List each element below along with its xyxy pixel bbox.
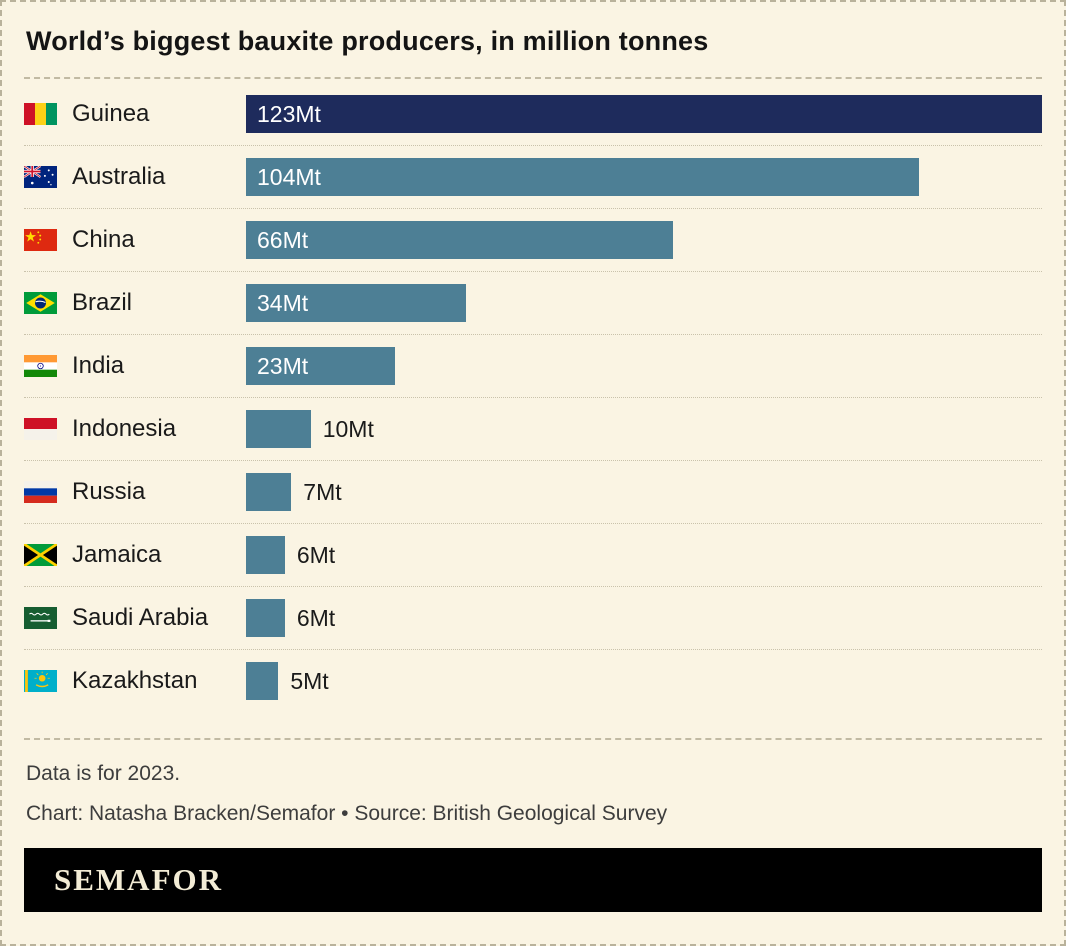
bar-value-label: 10Mt	[322, 415, 374, 442]
chart-row: Kazakhstan 5Mt	[24, 649, 1042, 712]
data-note: Data is for 2023.	[26, 762, 181, 785]
row-label-group: Russia	[24, 478, 246, 506]
chart-row: Australia 104Mt	[24, 145, 1042, 208]
bar-value-label: 66Mt	[257, 226, 309, 253]
row-label-group: Kazakhstan	[24, 667, 246, 695]
chart-header: World’s biggest bauxite producers, in mi…	[24, 20, 1042, 79]
bar	[246, 473, 292, 511]
guinea-flag-icon	[24, 103, 57, 125]
country-label: Guinea	[72, 100, 150, 127]
chart-rows: Guinea 123Mt Australia 104Mt China 66	[24, 79, 1042, 712]
bar-track: 6Mt	[246, 599, 1042, 637]
bar-value-label: 34Mt	[257, 289, 309, 316]
bar-track: 10Mt	[246, 410, 1042, 448]
row-label-group: Guinea	[24, 100, 246, 128]
bar-value-label: 7Mt	[303, 478, 342, 505]
country-label: India	[72, 352, 125, 379]
bar-value-label: 5Mt	[290, 667, 329, 694]
country-label: Saudi Arabia	[72, 604, 209, 631]
country-label: Jamaica	[72, 541, 162, 568]
country-label: Indonesia	[72, 415, 177, 442]
row-label-group: Brazil	[24, 289, 246, 317]
semafor-logo: SEMAFOR	[54, 862, 223, 897]
bar-value-label: 104Mt	[257, 163, 321, 190]
bar-value-label: 6Mt	[296, 541, 336, 568]
country-label: Australia	[72, 163, 166, 190]
indonesia-flag-icon	[24, 418, 57, 440]
bar: 34Mt	[246, 284, 467, 322]
russia-flag-icon	[24, 481, 57, 503]
bar-track: 66Mt	[246, 221, 1042, 259]
row-label-group: Indonesia	[24, 415, 246, 443]
chart-row: China 66Mt	[24, 208, 1042, 271]
bar-track: 104Mt	[246, 158, 1042, 196]
semafor-logo-bar: SEMAFOR	[24, 848, 1042, 912]
row-label-group: Australia	[24, 163, 246, 191]
bar-track: 123Mt	[246, 95, 1042, 133]
bar-value-label: 6Mt	[296, 604, 336, 631]
china-flag-icon	[24, 229, 57, 251]
chart-row: Saudi Arabia 6Mt	[24, 586, 1042, 649]
chart-row: Brazil 34Mt	[24, 271, 1042, 334]
bar: 104Mt	[246, 158, 920, 196]
country-label: China	[72, 226, 135, 253]
country-label: Kazakhstan	[72, 667, 198, 694]
chart-row: Jamaica 6Mt	[24, 523, 1042, 586]
chart-footer: Data is for 2023. Chart: Natasha Bracken…	[24, 738, 1042, 912]
country-label: Russia	[72, 478, 146, 505]
chart-row: Russia 7Mt	[24, 460, 1042, 523]
bar-track: 5Mt	[246, 662, 1042, 700]
kazakhstan-flag-icon	[24, 670, 57, 692]
bar-value-label: 123Mt	[257, 100, 321, 127]
bar-track: 7Mt	[246, 473, 1042, 511]
chart-title: World’s biggest bauxite producers, in mi…	[26, 26, 709, 56]
chart-row: India 23Mt	[24, 334, 1042, 397]
row-label-group: India	[24, 352, 246, 380]
bar-track: 6Mt	[246, 536, 1042, 574]
bar: 66Mt	[246, 221, 674, 259]
bar: 123Mt	[246, 95, 1042, 133]
row-label-group: Jamaica	[24, 541, 246, 569]
india-flag-icon	[24, 355, 57, 377]
row-label-group: Saudi Arabia	[24, 604, 246, 632]
chart-row: Guinea 123Mt	[24, 83, 1042, 145]
saudi-arabia-flag-icon	[24, 607, 57, 629]
bar	[246, 536, 285, 574]
bar	[246, 599, 285, 637]
chart-body: Guinea 123Mt Australia 104Mt China 66	[24, 79, 1042, 712]
jamaica-flag-icon	[24, 544, 57, 566]
bar	[246, 410, 311, 448]
australia-flag-icon	[24, 166, 57, 188]
credit-line: Chart: Natasha Bracken/Semafor • Source:…	[26, 802, 668, 825]
brazil-flag-icon	[24, 292, 57, 314]
bar: 23Mt	[246, 347, 395, 385]
bar-value-label: 23Mt	[257, 352, 309, 379]
country-label: Brazil	[72, 289, 133, 316]
bar	[246, 662, 279, 700]
row-label-group: China	[24, 226, 246, 254]
bar-track: 23Mt	[246, 347, 1042, 385]
chart-row: Indonesia 10Mt	[24, 397, 1042, 460]
bar-track: 34Mt	[246, 284, 1042, 322]
